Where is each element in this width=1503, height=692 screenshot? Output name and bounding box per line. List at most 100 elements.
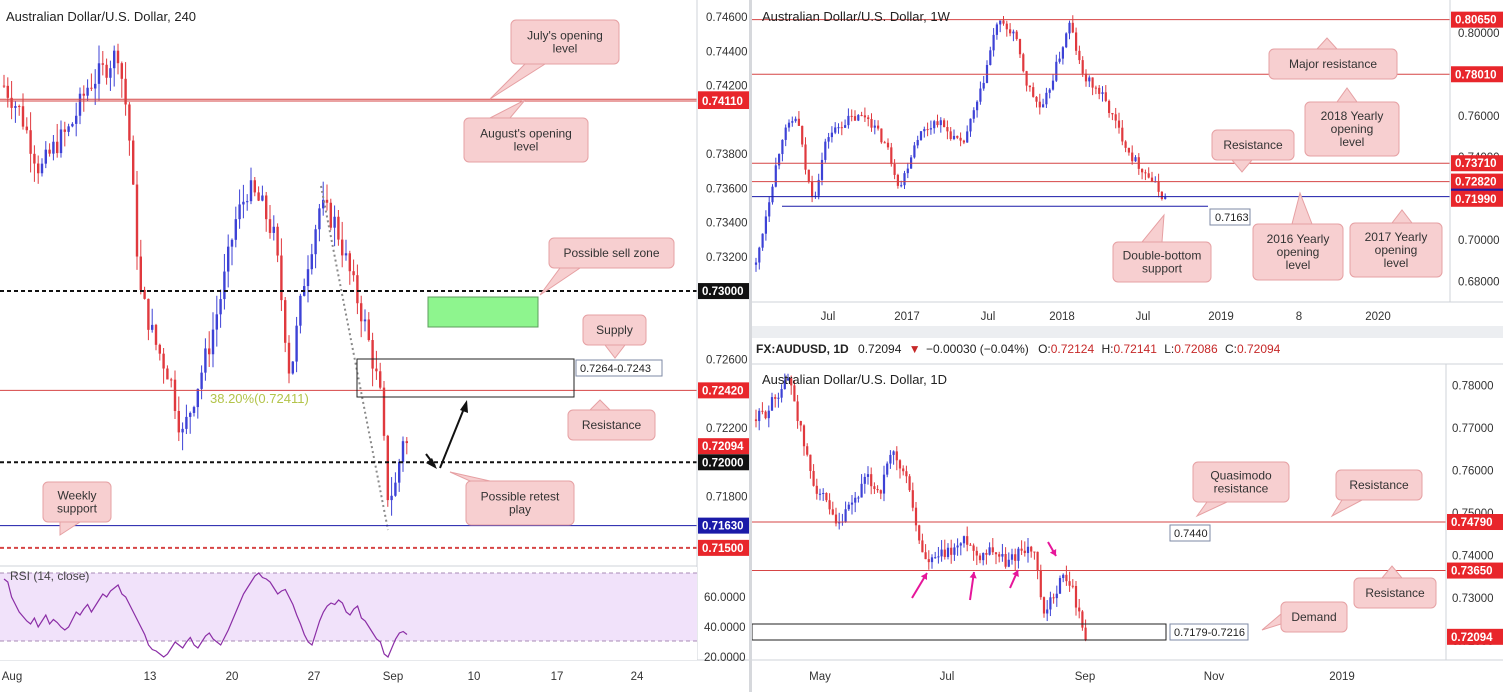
chart-1w-panel[interactable]: 0.7163 Major resistance 2018 Yearly openin… — [752, 0, 1503, 326]
candle — [972, 107, 975, 123]
annotation-callout[interactable]: Demand — [1261, 601, 1348, 633]
candle — [348, 250, 351, 285]
annotation-callout[interactable]: Supply — [582, 314, 647, 359]
candle — [325, 184, 329, 211]
candle — [953, 543, 956, 561]
candle — [1023, 541, 1026, 557]
svg-text:0.72000: 0.72000 — [702, 457, 744, 469]
candle — [991, 538, 994, 556]
candle — [1028, 85, 1031, 92]
candle — [923, 126, 926, 138]
price-label: 0.72420 — [698, 382, 749, 399]
chart-4h-svg[interactable]: 0.7264-0.7243 38.20%(0.72411) July's ope… — [0, 0, 749, 692]
chart-1d-svg[interactable]: FX:AUDUSD, 1D 0.72094 ▼ −0.00030 (−0.04%… — [752, 338, 1503, 692]
candle — [173, 370, 177, 419]
candle — [166, 365, 169, 380]
x-tick-label: 24 — [631, 671, 644, 683]
candle — [352, 259, 355, 282]
candle — [1144, 169, 1147, 181]
candle — [219, 289, 222, 328]
candle — [48, 143, 51, 157]
candle — [253, 177, 256, 197]
candle — [771, 184, 774, 205]
candle — [831, 501, 834, 516]
candle — [830, 126, 833, 143]
y-tick-label: 60.0000 — [704, 592, 746, 604]
candle — [867, 115, 870, 127]
price-label: 0.72000 — [698, 454, 749, 471]
candle — [939, 117, 942, 133]
candle — [1150, 171, 1154, 183]
panel-divider-horizontal[interactable] — [752, 326, 1503, 338]
double-bottom-label-box — [1209, 208, 1251, 226]
candle — [847, 108, 850, 129]
candle — [834, 507, 838, 527]
candle — [367, 312, 370, 342]
daily-high: 0.72141 — [1113, 342, 1157, 356]
candle — [828, 493, 831, 515]
annotation-callout[interactable]: Possible sell zone — [539, 237, 675, 296]
candle — [223, 253, 226, 310]
daily-close: 0.72094 — [1237, 342, 1281, 356]
sell-zone-box[interactable] — [427, 296, 539, 328]
y-tick-label: 0.77000 — [1452, 423, 1494, 435]
candle — [63, 121, 66, 147]
candle — [1005, 20, 1008, 37]
chart-1d-panel[interactable]: FX:AUDUSD, 1D 0.72094 ▼ −0.00030 (−0.04%… — [752, 338, 1503, 692]
svg-text:Quasimodo: Quasimodo — [1210, 469, 1272, 483]
candle — [768, 196, 771, 223]
fib-retracement-line[interactable] — [320, 185, 389, 531]
supply-zone-box[interactable] — [356, 358, 575, 398]
candle — [876, 485, 879, 493]
annotation-callout[interactable]: Resistance — [1353, 565, 1437, 609]
magenta-arrow-icon — [1047, 541, 1057, 557]
svg-text:August's opening: August's opening — [480, 127, 572, 141]
candle — [1137, 153, 1140, 175]
candle — [1020, 540, 1023, 556]
candle — [911, 482, 914, 512]
candle — [882, 465, 886, 502]
svg-text:0.71990: 0.71990 — [1455, 194, 1497, 206]
down-triangle-icon: ▼ — [909, 342, 921, 356]
svg-text:level: level — [553, 42, 578, 56]
candle — [818, 488, 822, 501]
annotation-callout[interactable]: Resistance — [1330, 469, 1423, 518]
candle — [811, 175, 814, 203]
y-tick-label: 40.0000 — [704, 622, 746, 634]
demand-zone-box[interactable] — [752, 623, 1167, 641]
annotation-callout[interactable]: Resistance — [1211, 129, 1295, 173]
svg-text:opening: opening — [1331, 122, 1374, 136]
demand-zone-label-box — [1169, 623, 1249, 641]
x-tick-label: Nov — [1204, 671, 1225, 683]
annotation-callout[interactable]: Major resistance — [1268, 37, 1398, 80]
daily-ohlc-header: FX:AUDUSD, 1D 0.72094 ▼ −0.00030 (−0.04%… — [756, 342, 1281, 356]
panel-divider[interactable] — [749, 0, 752, 692]
candle — [185, 404, 188, 435]
candle — [52, 134, 55, 161]
candle — [787, 119, 791, 132]
magenta-arrow-icon — [1009, 569, 1019, 589]
candle — [147, 298, 150, 341]
chart-4h-panel[interactable]: 0.7264-0.7243 38.20%(0.72411) July's ope… — [0, 0, 749, 692]
y-tick-label: 0.72600 — [706, 355, 748, 367]
candle — [834, 122, 837, 135]
daily-last: 0.72094 — [858, 342, 902, 356]
annotation-callout[interactable]: Resistance — [567, 399, 656, 441]
candle — [329, 198, 332, 231]
candle — [363, 309, 367, 332]
candle — [1042, 98, 1045, 108]
candle — [211, 312, 215, 368]
candle — [988, 542, 991, 556]
candle — [261, 185, 264, 202]
daily-change: −0.00030 (−0.04%) — [926, 342, 1029, 356]
